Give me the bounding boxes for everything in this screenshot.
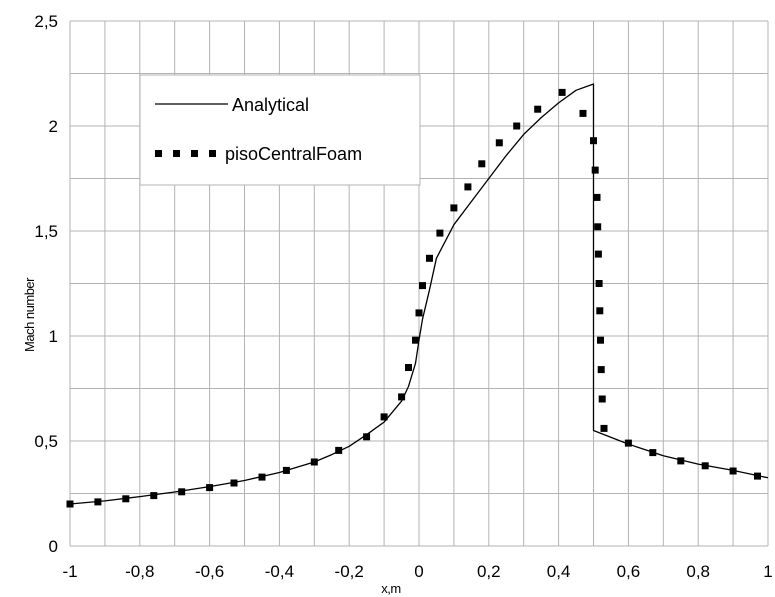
y-tick-label: 0 [49, 537, 58, 556]
x-tick-label: -0,8 [125, 562, 154, 581]
data-point-pisocentralfoam [419, 282, 426, 290]
data-point-pisocentralfoam [558, 88, 566, 96]
data-point-pisocentralfoam [398, 393, 406, 401]
data-point-pisocentralfoam [729, 467, 737, 475]
data-point-pisocentralfoam [450, 204, 458, 212]
data-point-pisocentralfoam [415, 309, 423, 317]
legend-swatch-pisocentralfoam [155, 150, 216, 157]
data-point-pisocentralfoam [412, 336, 419, 344]
data-point-pisocentralfoam [464, 183, 472, 191]
data-point-pisocentralfoam [593, 193, 601, 201]
data-point-pisocentralfoam [478, 160, 486, 168]
legend: Analytical pisoCentralFoam [139, 74, 421, 186]
x-tick-label: -0,2 [335, 562, 364, 581]
data-point-pisocentralfoam [595, 280, 603, 287]
x-tick-label: 1 [763, 562, 772, 581]
data-point-pisocentralfoam [597, 366, 605, 374]
x-tick-label: 0,2 [477, 562, 501, 581]
legend-box [139, 74, 421, 186]
data-point-pisocentralfoam [380, 413, 388, 421]
data-point-pisocentralfoam [594, 250, 602, 258]
data-point-pisocentralfoam [405, 364, 412, 371]
data-point-pisocentralfoam [600, 424, 608, 432]
data-point-pisocentralfoam [677, 457, 685, 465]
data-point-pisocentralfoam [701, 462, 709, 470]
data-point-pisocentralfoam [649, 449, 657, 457]
y-tick-label: 1 [49, 327, 58, 346]
y-axis-title: Mach number [22, 277, 37, 352]
data-point-pisocentralfoam [363, 433, 371, 441]
x-tick-label: -1 [62, 562, 77, 581]
data-point-pisocentralfoam [178, 488, 186, 496]
x-tick-label: 0,8 [686, 562, 710, 581]
data-point-pisocentralfoam [597, 336, 604, 344]
x-tick-label: 0,4 [547, 562, 571, 581]
data-point-pisocentralfoam [624, 439, 632, 447]
data-point-pisocentralfoam [598, 395, 606, 403]
legend-label-analytical: Analytical [232, 95, 309, 115]
y-tick-label: 2,5 [34, 12, 58, 31]
data-point-pisocentralfoam [150, 492, 158, 500]
data-point-pisocentralfoam [591, 166, 599, 174]
tick-labels: -1 -0,8 -0,6 -0,4 -0,2 0 0,2 0,4 0,6 0,8 1 0 0,5 1 1,5… [34, 12, 772, 581]
series-layer [66, 83, 769, 508]
x-tick-label: 0 [414, 562, 423, 581]
data-point-pisocentralfoam [310, 458, 318, 466]
data-point-pisocentralfoam [122, 495, 130, 503]
x-tick-label: -0,6 [195, 562, 224, 581]
data-point-pisocentralfoam [579, 109, 587, 117]
y-tick-label: 2 [49, 117, 58, 136]
data-point-pisocentralfoam [594, 223, 602, 231]
data-point-pisocentralfoam [335, 446, 343, 454]
data-point-pisocentralfoam [436, 229, 444, 237]
legend-label-pisocentralfoam: pisoCentralFoam [225, 144, 362, 164]
y-tick-label: 1,5 [34, 222, 58, 241]
data-point-pisocentralfoam [66, 500, 74, 508]
data-point-pisocentralfoam [754, 472, 761, 480]
data-point-pisocentralfoam [596, 307, 604, 315]
x-tick-label: 0,6 [617, 562, 641, 581]
data-point-pisocentralfoam [282, 466, 290, 474]
data-point-pisocentralfoam [513, 122, 521, 130]
data-point-pisocentralfoam [94, 498, 102, 506]
data-point-pisocentralfoam [426, 254, 433, 262]
data-point-pisocentralfoam [590, 137, 597, 145]
y-tick-label: 0,5 [34, 432, 58, 451]
data-point-pisocentralfoam [495, 139, 503, 147]
data-point-pisocentralfoam [534, 105, 542, 113]
data-point-pisocentralfoam [230, 479, 238, 487]
x-axis-title: x,m [381, 581, 400, 596]
data-point-pisocentralfoam [258, 473, 266, 481]
x-tick-label: -0,4 [265, 562, 294, 581]
data-point-pisocentralfoam [206, 484, 214, 492]
